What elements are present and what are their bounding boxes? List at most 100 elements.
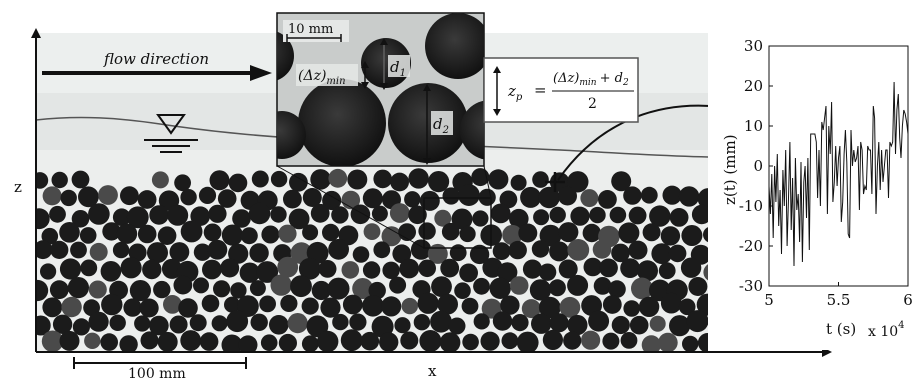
bed-bead [322, 190, 342, 211]
bed-bead [40, 263, 57, 280]
bed-bead [593, 277, 612, 295]
plot-ylabel: z(t) (mm) [721, 134, 739, 205]
bed-bead [72, 318, 90, 336]
bed-bead [180, 220, 203, 243]
bed-bead [649, 205, 671, 227]
bed-bead [360, 331, 380, 351]
bed-bead [620, 258, 640, 278]
bed-bead [682, 335, 699, 351]
bed-bead [79, 227, 97, 244]
bed-bead [499, 190, 518, 209]
eq-equals: = [534, 81, 547, 99]
bed-bead [36, 172, 49, 189]
plot-x-multiplier: x 104 [868, 320, 905, 340]
bed-bead [558, 186, 577, 206]
bed-bead [381, 226, 402, 247]
bed-bead [691, 204, 708, 225]
bed-bead [71, 170, 90, 189]
bed-bead [371, 205, 388, 222]
bed-bead [180, 330, 202, 351]
bed-bead [142, 259, 162, 280]
bed-bead [289, 172, 308, 192]
bed-bead [328, 168, 348, 188]
bed-bead [126, 206, 149, 229]
bed-bead [51, 171, 68, 189]
bed-bead [88, 311, 109, 332]
bed-bead [539, 224, 562, 247]
bed-bead [59, 330, 80, 351]
bed-bead [462, 333, 479, 351]
bed-bead [287, 313, 308, 334]
bed-bead [251, 170, 269, 188]
bed-bead [302, 188, 322, 207]
inset-bead-bottom-left [298, 79, 386, 166]
bed-bead [129, 280, 151, 302]
bed-bead [217, 189, 237, 208]
y-tick-label: -30 [739, 277, 763, 295]
bed-bead [618, 222, 640, 244]
bed-bead [340, 329, 363, 351]
bed-bead [658, 262, 676, 280]
bed-bead [80, 259, 98, 277]
bed-bead [642, 223, 661, 242]
bed-bead [651, 243, 673, 264]
bed-bead [623, 186, 642, 205]
bed-bead [548, 279, 566, 297]
bed-bead [352, 278, 374, 299]
bed-bead [221, 224, 243, 246]
bed-bead [454, 282, 471, 300]
bed-bead [678, 186, 700, 207]
bed-bead [518, 223, 538, 243]
bed-bead [226, 310, 249, 333]
y-tick-label: -10 [739, 197, 763, 215]
bed-bead [190, 206, 210, 226]
bed-bead [342, 294, 363, 315]
bed-bead [301, 335, 319, 351]
bed-bead [100, 333, 118, 351]
bed-bead [686, 310, 708, 333]
bed-bead [389, 276, 407, 294]
bed-bead [102, 222, 121, 241]
bed-bead [201, 294, 220, 313]
bed-bead [681, 225, 703, 246]
bed-bead [399, 258, 420, 279]
bed-bead [390, 172, 409, 192]
bed-bead [98, 185, 118, 205]
bed-bead [209, 170, 230, 191]
bed-bead [418, 222, 436, 240]
bed-bead [42, 297, 63, 318]
bed-bead [189, 314, 207, 332]
bed-bead [157, 331, 178, 351]
bed-bead [137, 190, 157, 209]
bed-bead [371, 315, 394, 338]
bed-bead [119, 335, 138, 351]
bed-bead [310, 169, 331, 190]
bed-bead [442, 187, 460, 205]
z-series-line [768, 81, 909, 267]
bed-bead [439, 332, 461, 351]
bed-bead [61, 296, 82, 318]
eq-denominator: 2 [588, 96, 597, 112]
inset-d2-label: d2 [433, 115, 449, 136]
bed-bead [249, 243, 269, 263]
bed-bead [220, 258, 240, 278]
bed-bead [328, 238, 349, 260]
bed-bead [211, 315, 228, 332]
bed-bead [488, 169, 509, 190]
bed-bead [350, 204, 371, 225]
bed-bead [473, 313, 490, 330]
bed-bead [631, 277, 653, 300]
bed-bead [50, 240, 69, 259]
bed-bead [611, 315, 630, 335]
bed-bead [362, 295, 384, 317]
bed-bead [492, 242, 511, 260]
y-tick-label: 10 [744, 117, 763, 135]
bed-bead [119, 186, 139, 206]
bed-bead [221, 334, 243, 351]
bed-bead [623, 300, 640, 317]
bed-bead [174, 174, 192, 192]
bed-bead [78, 186, 99, 208]
bed-bead [352, 246, 370, 263]
bed-bead [248, 202, 271, 225]
bed-bead [290, 275, 312, 298]
